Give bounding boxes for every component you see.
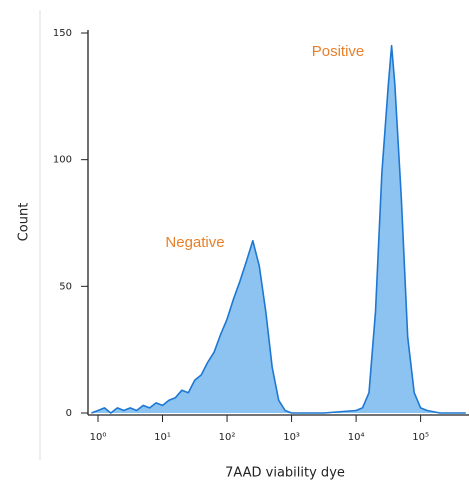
area-fill bbox=[91, 45, 466, 413]
y-axis-label: Count bbox=[17, 203, 32, 242]
area-line bbox=[91, 44, 466, 414]
y-tick-label: 150 bbox=[53, 28, 72, 39]
y-tick-label: 100 bbox=[53, 155, 72, 166]
y-tick-label: 50 bbox=[59, 281, 72, 292]
annotation: Positive bbox=[312, 43, 365, 60]
x-tick-label: 10² bbox=[219, 432, 236, 443]
x-tick-label: 10⁵ bbox=[412, 432, 429, 443]
x-axis-label: 7AAD viability dye bbox=[225, 466, 345, 481]
x-tick-label: 10³ bbox=[283, 432, 300, 443]
y-tick-label: 0 bbox=[66, 408, 72, 419]
annotation: Negative bbox=[165, 234, 224, 251]
x-tick-label: 10¹ bbox=[154, 432, 171, 443]
x-tick-label: 10⁴ bbox=[348, 432, 365, 443]
x-tick-label: 10⁰ bbox=[90, 432, 107, 443]
